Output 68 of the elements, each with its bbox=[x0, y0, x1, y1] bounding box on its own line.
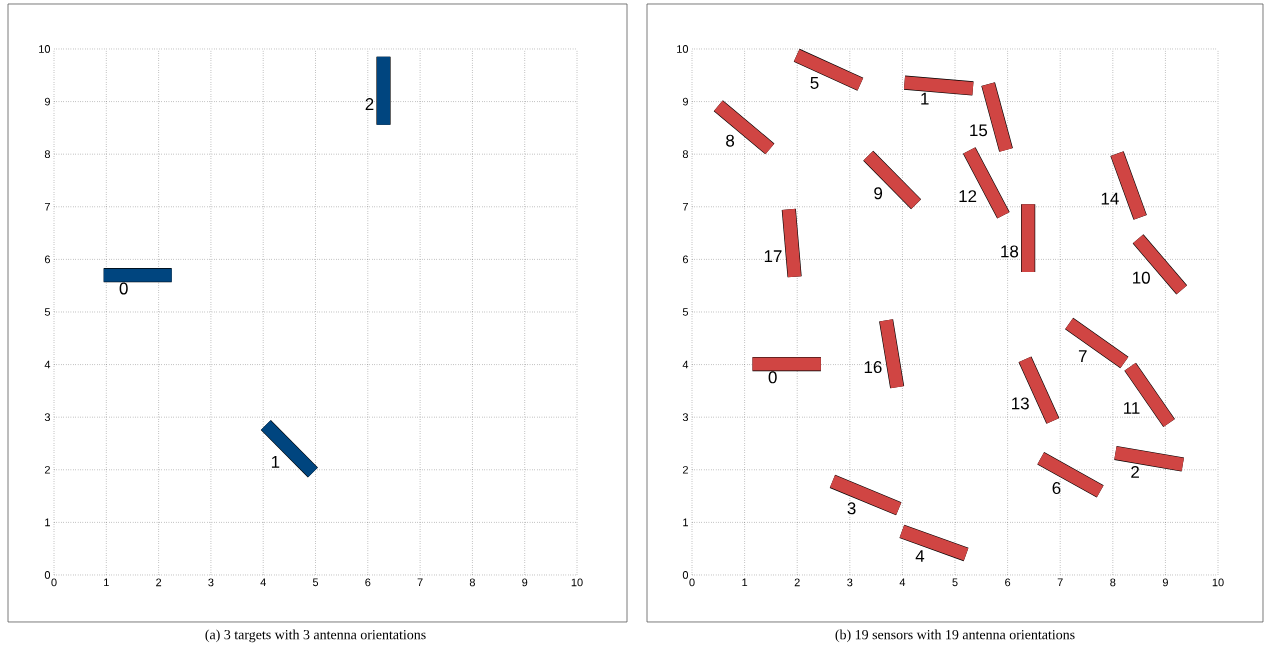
x-tick-label: 5 bbox=[312, 578, 319, 587]
y-tick-label: 0 bbox=[682, 571, 689, 579]
y-tick-label: 5 bbox=[44, 308, 51, 316]
y-tick-label: 8 bbox=[44, 150, 51, 159]
series-label: 4 bbox=[915, 550, 925, 562]
y-tick-label: 1 bbox=[683, 518, 688, 527]
x-tick-label: 1 bbox=[742, 578, 748, 587]
series-label: 6 bbox=[1052, 482, 1061, 495]
x-tick-label: 10 bbox=[1212, 578, 1224, 587]
y-tick-label: 7 bbox=[682, 203, 688, 211]
series-label: 11 bbox=[1124, 402, 1140, 414]
x-tick-label: 3 bbox=[847, 578, 853, 587]
y-tick-label: 8 bbox=[682, 150, 689, 159]
y-tick-label: 3 bbox=[682, 413, 689, 422]
series-label: 15 bbox=[970, 124, 988, 137]
y-tick-label: 1 bbox=[45, 518, 50, 527]
x-tick-label: 0 bbox=[689, 578, 695, 587]
text: (a) 3 targets with 3 antenna orientations bbox=[205, 629, 426, 643]
series-label: 8 bbox=[726, 134, 735, 147]
x-tick-label: 9 bbox=[522, 578, 528, 587]
x-tick-label: 0 bbox=[51, 578, 57, 587]
y-tick-label: 2 bbox=[682, 465, 688, 474]
series-label: 5 bbox=[810, 77, 819, 89]
x-tick-label: 7 bbox=[417, 578, 423, 587]
y-tick-label: 6 bbox=[44, 255, 51, 264]
x-tick-label: 8 bbox=[1110, 578, 1116, 587]
x-tick-label: 10 bbox=[571, 578, 583, 587]
y-tick-label: 4 bbox=[682, 360, 689, 369]
series-label: 13 bbox=[1012, 397, 1029, 410]
series-label: 9 bbox=[874, 187, 883, 200]
series-label: 1 bbox=[921, 92, 929, 105]
series-label: 1 bbox=[271, 456, 280, 468]
y-tick-label: 4 bbox=[44, 360, 51, 369]
y-tick-label: 6 bbox=[682, 255, 689, 264]
series-label: 10 bbox=[1133, 271, 1150, 284]
y-tick-label: 10 bbox=[677, 45, 689, 53]
series-label: 7 bbox=[1078, 350, 1087, 362]
series-label: 17 bbox=[764, 250, 782, 263]
x-tick-label: 9 bbox=[1162, 578, 1168, 587]
x-tick-label: 7 bbox=[1057, 578, 1063, 587]
series-label: 2 bbox=[1131, 466, 1139, 478]
x-tick-label: 6 bbox=[1005, 578, 1011, 587]
y-tick-label: 5 bbox=[682, 308, 689, 316]
y-tick-label: 10 bbox=[39, 45, 51, 53]
series-label: 18 bbox=[1001, 245, 1019, 258]
y-tick-label: 0 bbox=[44, 571, 51, 579]
series-label: 12 bbox=[959, 190, 977, 202]
y-tick-label: 7 bbox=[44, 203, 50, 211]
x-tick-label: 3 bbox=[208, 578, 214, 587]
x-tick-label: 2 bbox=[794, 578, 800, 587]
y-tick-label: 3 bbox=[44, 413, 51, 422]
series-label: 14 bbox=[1101, 192, 1119, 205]
x-tick-label: 6 bbox=[365, 578, 371, 587]
y-tick-label: 2 bbox=[44, 465, 50, 474]
series-label: 2 bbox=[365, 98, 374, 110]
text: (b) 19 sensors with 19 antenna orientations bbox=[835, 629, 1075, 643]
y-tick-label: 9 bbox=[44, 97, 50, 106]
x-tick-label: 4 bbox=[899, 578, 906, 587]
x-tick-label: 2 bbox=[156, 578, 162, 587]
y-tick-label: 9 bbox=[682, 97, 688, 106]
x-tick-label: 5 bbox=[952, 578, 958, 587]
x-tick-label: 4 bbox=[260, 578, 266, 587]
series-label: 0 bbox=[768, 371, 777, 384]
series-label: 16 bbox=[864, 361, 882, 374]
series-label: 3 bbox=[847, 502, 856, 515]
x-tick-label: 1 bbox=[104, 578, 109, 587]
x-tick-label: 8 bbox=[469, 578, 475, 587]
series-label: 0 bbox=[119, 282, 128, 295]
